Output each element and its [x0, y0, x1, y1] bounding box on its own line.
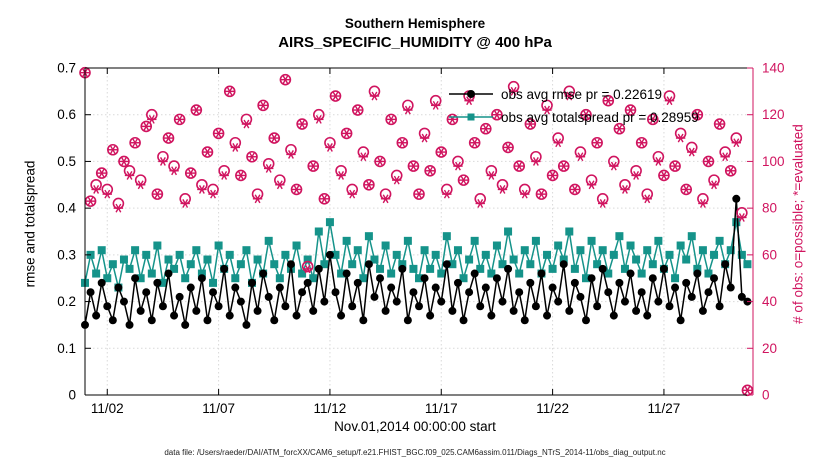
legend-marker-rmse-icon	[449, 90, 493, 98]
y-tick-label-left: 0.1	[57, 341, 76, 356]
y-tick-label-right: 80	[762, 201, 777, 216]
x-tick-label: 11/27	[648, 401, 681, 416]
x-tick-label: 11/02	[91, 401, 124, 416]
y-tick-label-left: 0.3	[57, 247, 76, 262]
y-tick-label-left: 0.5	[57, 154, 76, 169]
y-tick-label-right: 0	[762, 388, 770, 403]
x-tick-label: 11/07	[202, 401, 235, 416]
series-rmse	[81, 194, 752, 329]
y-tick-label-left: 0.4	[57, 201, 76, 216]
y-tick-label-right: 20	[762, 341, 777, 356]
y-tick-label-right: 140	[762, 61, 785, 76]
chart-subtitle: AIRS_SPECIFIC_HUMIDITY @ 400 hPa	[278, 34, 552, 51]
x-axis-label: Nov.01,2014 00:00:00 start	[334, 419, 496, 434]
y-tick-label-left: 0.2	[57, 294, 76, 309]
y-tick-label-left: 0	[68, 388, 76, 403]
x-tick-label: 11/17	[425, 401, 458, 416]
series-evaluated_obs	[80, 68, 753, 395]
x-tick-label: 11/12	[314, 401, 347, 416]
y-tick-label-right: 60	[762, 247, 777, 262]
legend-item-rmse: obs avg rmse pr = 0.22619	[448, 84, 699, 104]
y-tick-label-right: 100	[762, 154, 785, 169]
data-file-caption: data file: /Users/raeder/DAI/ATM_forcXX/…	[164, 448, 666, 457]
legend-item-totalspread: obs avg totalspread pr = 0.28959	[448, 107, 699, 127]
y-tick-label-right: 120	[762, 107, 785, 122]
y-tick-label-right: 40	[762, 294, 777, 309]
legend-label-rmse: obs avg rmse pr = 0.22619	[501, 86, 662, 102]
legend-label-totalspread: obs avg totalspread pr = 0.28959	[501, 109, 699, 125]
axes: 11/02 11/07 11/12 11/17 11/22 11/27 0 0.1 0.2 0.3…	[57, 61, 784, 417]
y-tick-label-left: 0.6	[57, 107, 76, 122]
legend-marker-totalspread-icon	[449, 113, 493, 121]
y-tick-label-left: 0.7	[57, 61, 76, 76]
chart-title: Southern Hemisphere	[344, 16, 486, 31]
legend: obs avg rmse pr = 0.22619 obs avg totals…	[448, 84, 699, 127]
x-tick-label: 11/22	[536, 401, 569, 416]
grid	[85, 68, 753, 395]
